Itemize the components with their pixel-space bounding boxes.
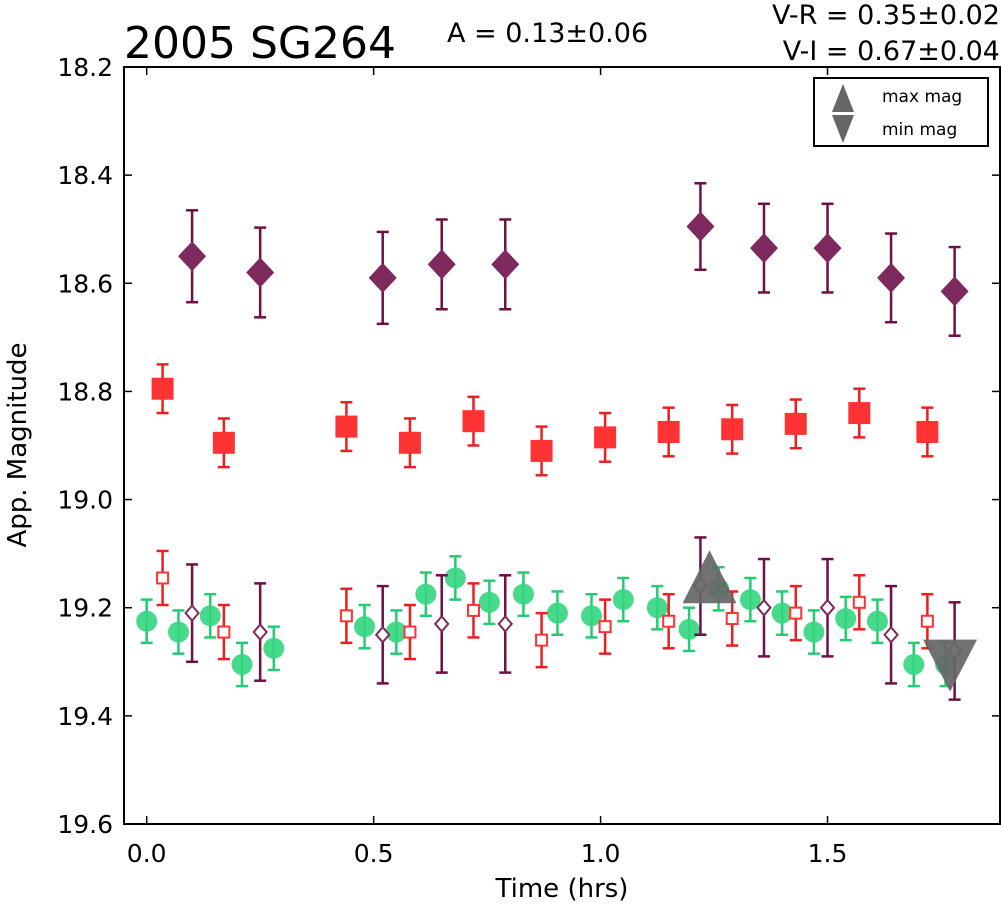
data-point-diamond-open	[433, 614, 450, 633]
data-point-square	[212, 431, 235, 454]
data-point-diamond	[686, 211, 715, 242]
data-point-diamond-open	[374, 625, 391, 644]
data-point-diamond	[246, 257, 275, 288]
data-point-diamond-open	[883, 625, 899, 644]
data-point-circle	[546, 602, 568, 624]
max-mag-marker	[682, 550, 737, 604]
data-point-diamond	[749, 233, 778, 264]
data-point-diamond	[178, 241, 207, 272]
x-axis-label: Time (hrs)	[495, 874, 629, 904]
data-point-square-open	[217, 625, 231, 639]
data-point-square-open	[466, 603, 480, 617]
data-point-circle	[803, 621, 825, 643]
legend-max-label: max mag	[882, 87, 962, 107]
data-point-diamond-open	[756, 598, 772, 617]
data-point-diamond-open	[252, 623, 268, 642]
data-point-square	[530, 439, 553, 462]
data-point-square	[462, 410, 485, 433]
data-point-circle	[512, 583, 534, 605]
data-point-circle	[678, 618, 700, 640]
axis-ticks: 0.0 0.5 1.0 1.5 18.2 18.4 18.6 18.8 19.0 19.2 19.4…	[57, 53, 1000, 868]
legend-min-label: min mag	[882, 120, 957, 140]
data-point-diamond	[491, 249, 520, 280]
x-tick-label: 0.0	[127, 839, 167, 868]
data-point-square-open	[920, 614, 934, 628]
x-tick-label: 0.5	[354, 839, 394, 868]
y-tick-label: 19.0	[57, 486, 113, 515]
y-axis-label: App. Magnitude	[3, 342, 33, 547]
data-point-square	[848, 402, 871, 425]
y-tick-label: 18.2	[57, 53, 113, 82]
data-point-circle	[612, 589, 634, 611]
x-tick-label: 1.0	[581, 839, 621, 868]
plot-frame	[123, 66, 1001, 825]
y-tick-label: 18.4	[57, 161, 113, 190]
data-point-square	[916, 420, 939, 443]
legend-max-marker	[832, 84, 854, 112]
data-point-square	[784, 412, 807, 435]
x-tick-label: 1.5	[808, 839, 848, 868]
data-point-square-open	[852, 595, 866, 609]
data-point-square-open	[535, 633, 549, 647]
data-point-diamond	[368, 262, 397, 293]
data-point-circle	[415, 583, 437, 605]
data-point-square-open	[598, 620, 612, 634]
y-tick-label: 19.2	[57, 594, 113, 623]
data-point-circle	[136, 610, 158, 632]
data-point-diamond	[877, 262, 906, 293]
data-point-diamond	[940, 276, 969, 307]
min-mag-marker	[923, 639, 978, 692]
y-tick-label: 19.6	[57, 810, 113, 839]
data-point-diamond	[427, 249, 456, 280]
chart-title: 2005 SG264	[124, 18, 396, 69]
data-point-diamond	[813, 233, 842, 264]
data-point-circle	[646, 597, 668, 619]
legend-min-marker	[832, 115, 854, 143]
v-r-annotation: V-R = 0.35±0.02	[772, 0, 1000, 31]
data-point-diamond-open	[819, 598, 836, 617]
data-point-square	[335, 415, 358, 438]
data-point-circle	[478, 591, 500, 613]
data-point-circle	[231, 653, 253, 675]
data-point-square	[594, 426, 617, 449]
v-i-annotation: V-I = 0.67±0.04	[783, 36, 1000, 67]
data-point-circle	[739, 589, 761, 611]
data-point-circle	[444, 567, 466, 589]
y-tick-label: 18.6	[57, 269, 113, 298]
data-point-circle	[263, 637, 285, 659]
data-point-circle	[581, 605, 603, 627]
data-point-square-open	[339, 609, 353, 623]
data-point-square-open	[156, 571, 170, 585]
data-point-diamond-open	[184, 604, 200, 623]
amplitude-annotation: A = 0.13±0.06	[447, 18, 648, 49]
data-point-square-open	[725, 612, 739, 626]
plot-area	[136, 182, 978, 701]
data-point-square	[721, 418, 744, 441]
data-point-circle	[199, 605, 221, 627]
data-point-circle	[866, 610, 888, 632]
data-point-circle	[903, 653, 925, 675]
data-point-circle	[385, 621, 407, 643]
data-point-square	[657, 420, 680, 443]
data-point-diamond-open	[497, 614, 514, 633]
data-point-circle	[167, 621, 189, 643]
data-point-square-open	[789, 606, 803, 620]
data-point-square	[151, 377, 174, 400]
legend: max mag min mag	[813, 77, 989, 147]
data-point-square-open	[403, 625, 417, 639]
data-point-square-open	[662, 614, 676, 628]
y-tick-label: 18.8	[57, 377, 113, 406]
data-point-circle	[771, 602, 793, 624]
data-point-circle	[835, 608, 857, 630]
data-point-square	[398, 431, 421, 454]
y-tick-label: 19.4	[57, 702, 113, 731]
data-point-circle	[354, 616, 376, 638]
